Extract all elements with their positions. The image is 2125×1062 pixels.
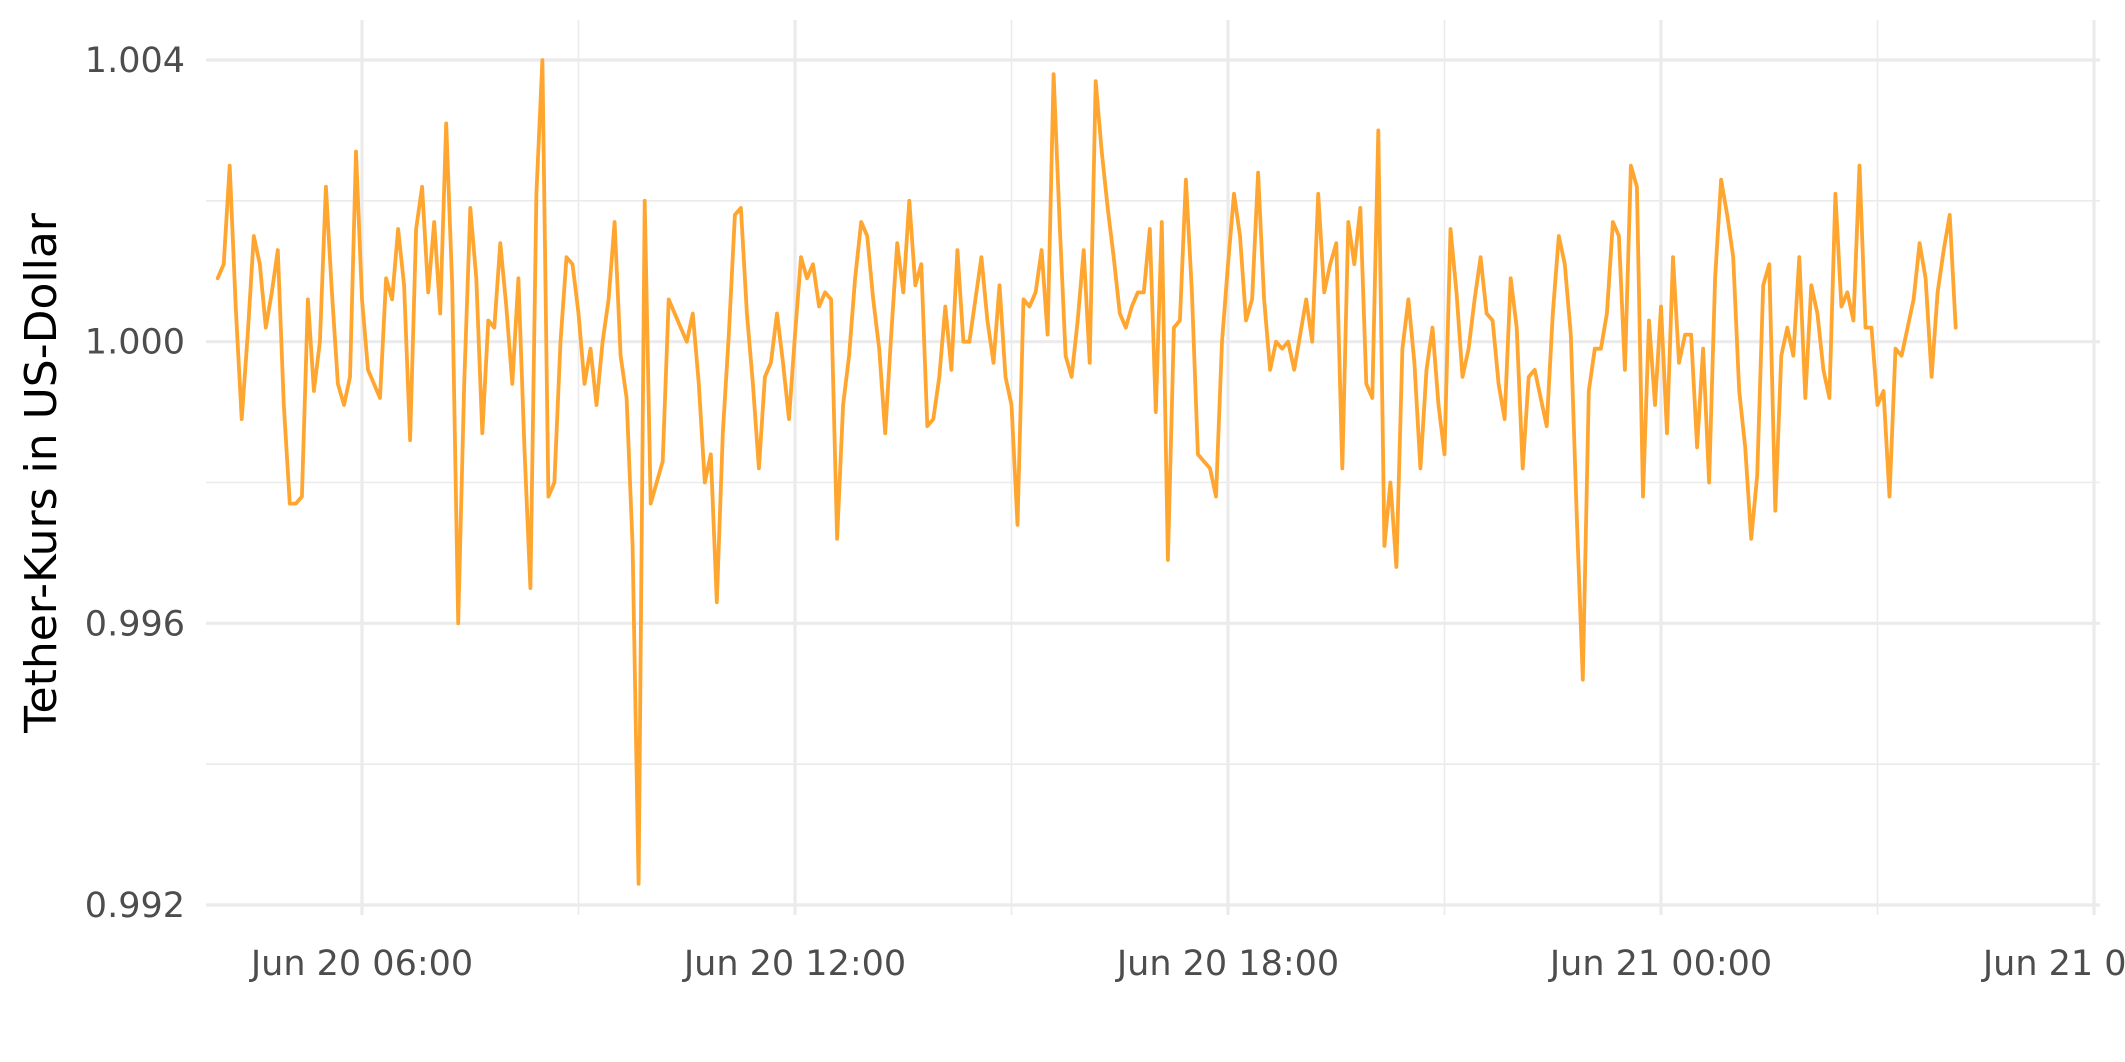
series-layer [215, 58, 1958, 886]
x-tick-label: Jun 21 06:00 [1981, 944, 2125, 984]
x-tick-label: Jun 20 12:00 [682, 944, 906, 984]
grid [206, 20, 2100, 915]
y-tick-label: 0.996 [85, 604, 185, 644]
x-axis-tick-labels: Jun 20 06:00 Jun 20 12:00 Jun 20 18:00 Jun … [249, 944, 2125, 984]
y-tick-label: 0.992 [85, 886, 185, 926]
y-tick-label: 1.004 [85, 41, 185, 81]
y-axis-title: Tether-Kurs in US-Dollar [16, 212, 67, 734]
x-tick-label: Jun 20 06:00 [249, 944, 473, 984]
x-tick-label: Jun 21 00:00 [1548, 944, 1772, 984]
y-tick-label: 1.000 [85, 323, 185, 363]
y-axis-tick-labels: 0.992 0.996 1.000 1.004 [85, 41, 185, 926]
series-line-tether-price [215, 58, 1958, 886]
x-tick-label: Jun 20 18:00 [1115, 944, 1339, 984]
